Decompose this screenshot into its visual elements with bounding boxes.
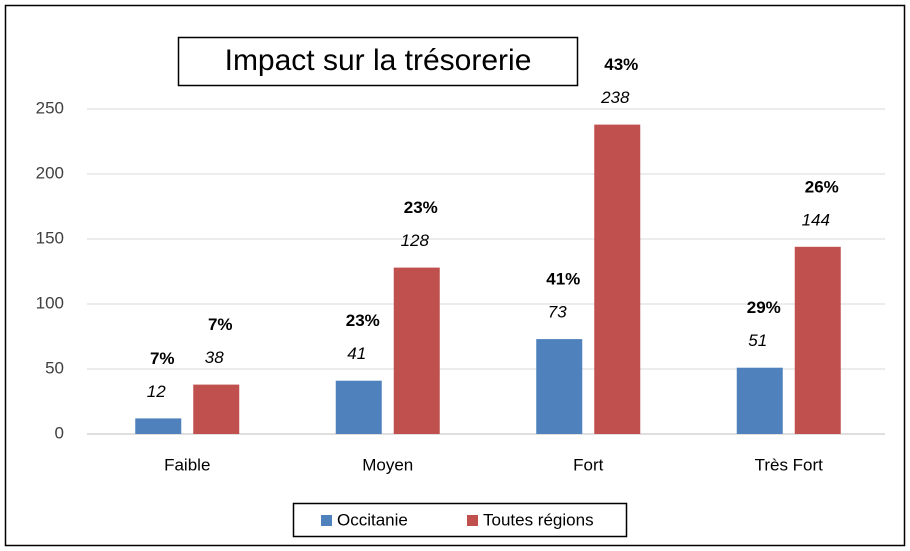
y-tick-label: 200 (36, 163, 64, 182)
y-tick-label: 250 (36, 98, 64, 117)
value-label: 128 (401, 231, 430, 250)
value-label: 144 (802, 210, 830, 229)
x-tick-label: Fort (573, 455, 604, 474)
legend-swatch (321, 515, 332, 526)
percent-label: 7% (208, 315, 233, 334)
percent-label: 29% (747, 298, 781, 317)
x-tick-label: Très Fort (755, 455, 824, 474)
legend-label: Occitanie (337, 510, 408, 529)
legend-label: Toutes régions (483, 510, 594, 529)
y-tick-label: 150 (36, 228, 64, 247)
chart-title: Impact sur la trésorerie (225, 44, 532, 77)
value-label: 238 (600, 88, 630, 107)
value-label: 51 (748, 331, 767, 350)
value-label: 38 (205, 348, 224, 367)
bar (135, 418, 182, 434)
bar (335, 380, 382, 434)
bar (736, 367, 783, 434)
percent-label: 26% (805, 177, 839, 196)
percent-label: 23% (346, 311, 380, 330)
value-label: 73 (548, 303, 567, 322)
percent-label: 23% (404, 198, 438, 217)
y-tick-label: 100 (36, 293, 64, 312)
percent-label: 43% (604, 55, 638, 74)
x-tick-label: Faible (164, 455, 210, 474)
y-tick-label: 0 (55, 423, 64, 442)
percent-label: 41% (546, 270, 580, 289)
value-label: 12 (147, 382, 166, 401)
value-label: 41 (347, 344, 366, 363)
bar (193, 384, 240, 434)
bar (536, 339, 583, 434)
bar (794, 246, 841, 434)
title-box (177, 36, 579, 87)
legend-box (292, 502, 628, 538)
bar (594, 124, 641, 434)
x-tick-label: Moyen (362, 455, 413, 474)
y-tick-label: 50 (45, 358, 64, 377)
percent-label: 7% (150, 349, 175, 368)
bar (393, 267, 440, 434)
legend-swatch (467, 515, 478, 526)
chart-border (4, 4, 906, 547)
